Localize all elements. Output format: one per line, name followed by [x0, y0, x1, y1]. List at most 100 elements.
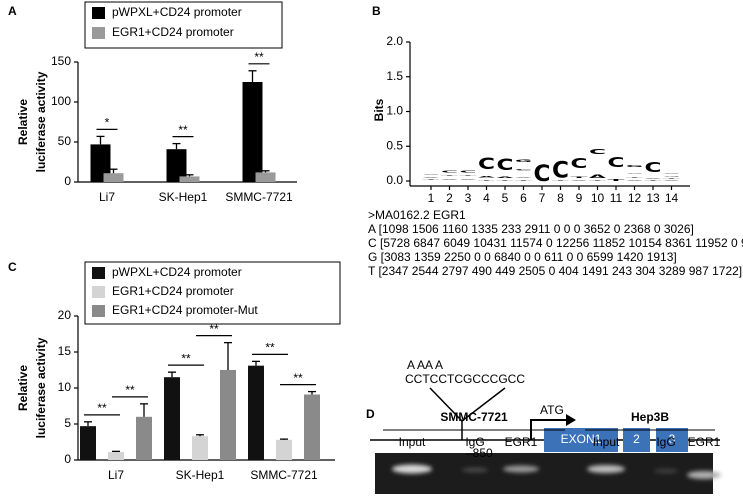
- logo-letter: A: [478, 176, 495, 178]
- significance-label: **: [265, 341, 275, 355]
- x-tick-label: 9: [576, 191, 583, 205]
- error-bar: [168, 371, 176, 378]
- panel-label: C: [8, 260, 17, 274]
- panel-label: D: [366, 407, 375, 421]
- logo-letter: C: [552, 157, 569, 184]
- group-label: Hep3B: [631, 410, 669, 424]
- exon-label: 3: [669, 432, 676, 446]
- logo-letter: C: [571, 157, 588, 172]
- legend-label: EGR1+CD24 promoter-Mut: [112, 303, 258, 317]
- logo-letter: A: [515, 176, 533, 178]
- logo-letter: G: [663, 176, 681, 177]
- logo-letter: T: [626, 177, 647, 178]
- x-tick-label: 11: [610, 191, 623, 205]
- error-bar: [261, 170, 270, 173]
- x-tick-label: 12: [628, 191, 642, 205]
- panel-label: A: [8, 4, 17, 18]
- legend-swatch: [92, 286, 105, 298]
- panel-label: B: [372, 4, 381, 18]
- y-tick-label: 10: [58, 380, 72, 394]
- logo-letter: T: [589, 181, 610, 182]
- error-bar: [196, 434, 204, 437]
- exon-label: 2: [633, 432, 640, 446]
- y-tick-label: 0.5: [386, 138, 403, 152]
- legend-swatch: [92, 267, 105, 279]
- y-tick-label: 1.0: [386, 104, 403, 118]
- lane-label: IgG: [465, 435, 484, 449]
- position: –850: [466, 446, 493, 460]
- logo-letter: C: [534, 160, 551, 187]
- y-tick-label: 15: [58, 344, 72, 358]
- lane-label: EGR1: [688, 435, 721, 449]
- legend-swatch: [92, 7, 105, 19]
- x-tick-label: 14: [665, 191, 679, 205]
- bar: [179, 176, 200, 182]
- x-tick-label: SMMC-7721: [250, 468, 318, 482]
- x-tick-label: 10: [591, 191, 605, 205]
- logo-letter: C: [515, 169, 533, 171]
- x-tick-label: 13: [646, 191, 660, 205]
- logo-letter: C: [497, 155, 514, 174]
- error-bar: [112, 450, 120, 453]
- bar: [103, 173, 124, 182]
- logo-letter: G: [515, 159, 534, 163]
- y-axis-label: luciferase activity: [34, 71, 48, 172]
- bar: [108, 452, 124, 460]
- significance-label: **: [97, 401, 107, 415]
- logo-letter: A: [626, 181, 645, 182]
- y-axis-label: Relative: [16, 99, 30, 145]
- significance-label: **: [293, 371, 303, 385]
- logo-letter: T: [478, 181, 499, 182]
- exon-box: [623, 428, 650, 452]
- significance-label: **: [125, 383, 135, 397]
- logo-letter: T: [552, 181, 573, 182]
- bar: [276, 439, 292, 460]
- lane-label: EGR1: [505, 435, 538, 449]
- error-bar: [252, 360, 260, 366]
- logo-letter: A: [423, 177, 442, 178]
- bar: [166, 149, 187, 182]
- logo-letter: T: [608, 179, 626, 182]
- group-label: SMMC-7721: [440, 410, 508, 424]
- x-tick-label: SMMC-7721: [225, 190, 293, 204]
- error-bar: [172, 142, 181, 150]
- significance-label: **: [178, 123, 188, 137]
- error-bar: [248, 70, 257, 82]
- logo-letter: T: [571, 176, 590, 179]
- x-tick-label: 5: [502, 191, 509, 205]
- legend-swatch: [92, 27, 105, 39]
- logo-letter: A: [645, 178, 663, 180]
- x-tick-label: 4: [483, 191, 490, 205]
- tss-arrowhead: [566, 414, 576, 426]
- logo-letter: G: [626, 164, 646, 168]
- x-tick-label: Li7: [108, 468, 124, 482]
- y-tick-label: 2.0: [386, 34, 403, 48]
- error-bar: [140, 403, 148, 417]
- logo-letter: C: [645, 161, 662, 176]
- matrix-line: >MA0162.2 EGR1: [368, 208, 466, 222]
- y-tick-label: 50: [58, 134, 72, 148]
- x-tick-label: 2: [446, 191, 453, 205]
- bar: [248, 365, 264, 460]
- logo-letter: A: [571, 181, 590, 182]
- exon-box: [656, 428, 688, 452]
- error-bar: [96, 135, 105, 145]
- variant-bases: A AA A: [407, 358, 443, 372]
- y-tick-label: 20: [58, 308, 72, 322]
- y-tick-label: 5: [64, 416, 71, 430]
- significance-label: **: [209, 322, 219, 336]
- x-tick-label: 8: [557, 191, 564, 205]
- bar: [136, 416, 152, 460]
- legend-box: [84, 1, 283, 49]
- y-tick-label: 150: [51, 54, 71, 68]
- logo-letter: C: [478, 154, 495, 173]
- logo-letter: C: [423, 174, 442, 175]
- logo-letter: A: [497, 177, 514, 179]
- logo-letter: C: [626, 173, 645, 175]
- error-bar: [185, 174, 194, 177]
- error-bar: [280, 438, 288, 440]
- y-tick-label: 100: [51, 94, 71, 108]
- bar: [304, 394, 320, 460]
- logo-letter: C: [589, 149, 606, 157]
